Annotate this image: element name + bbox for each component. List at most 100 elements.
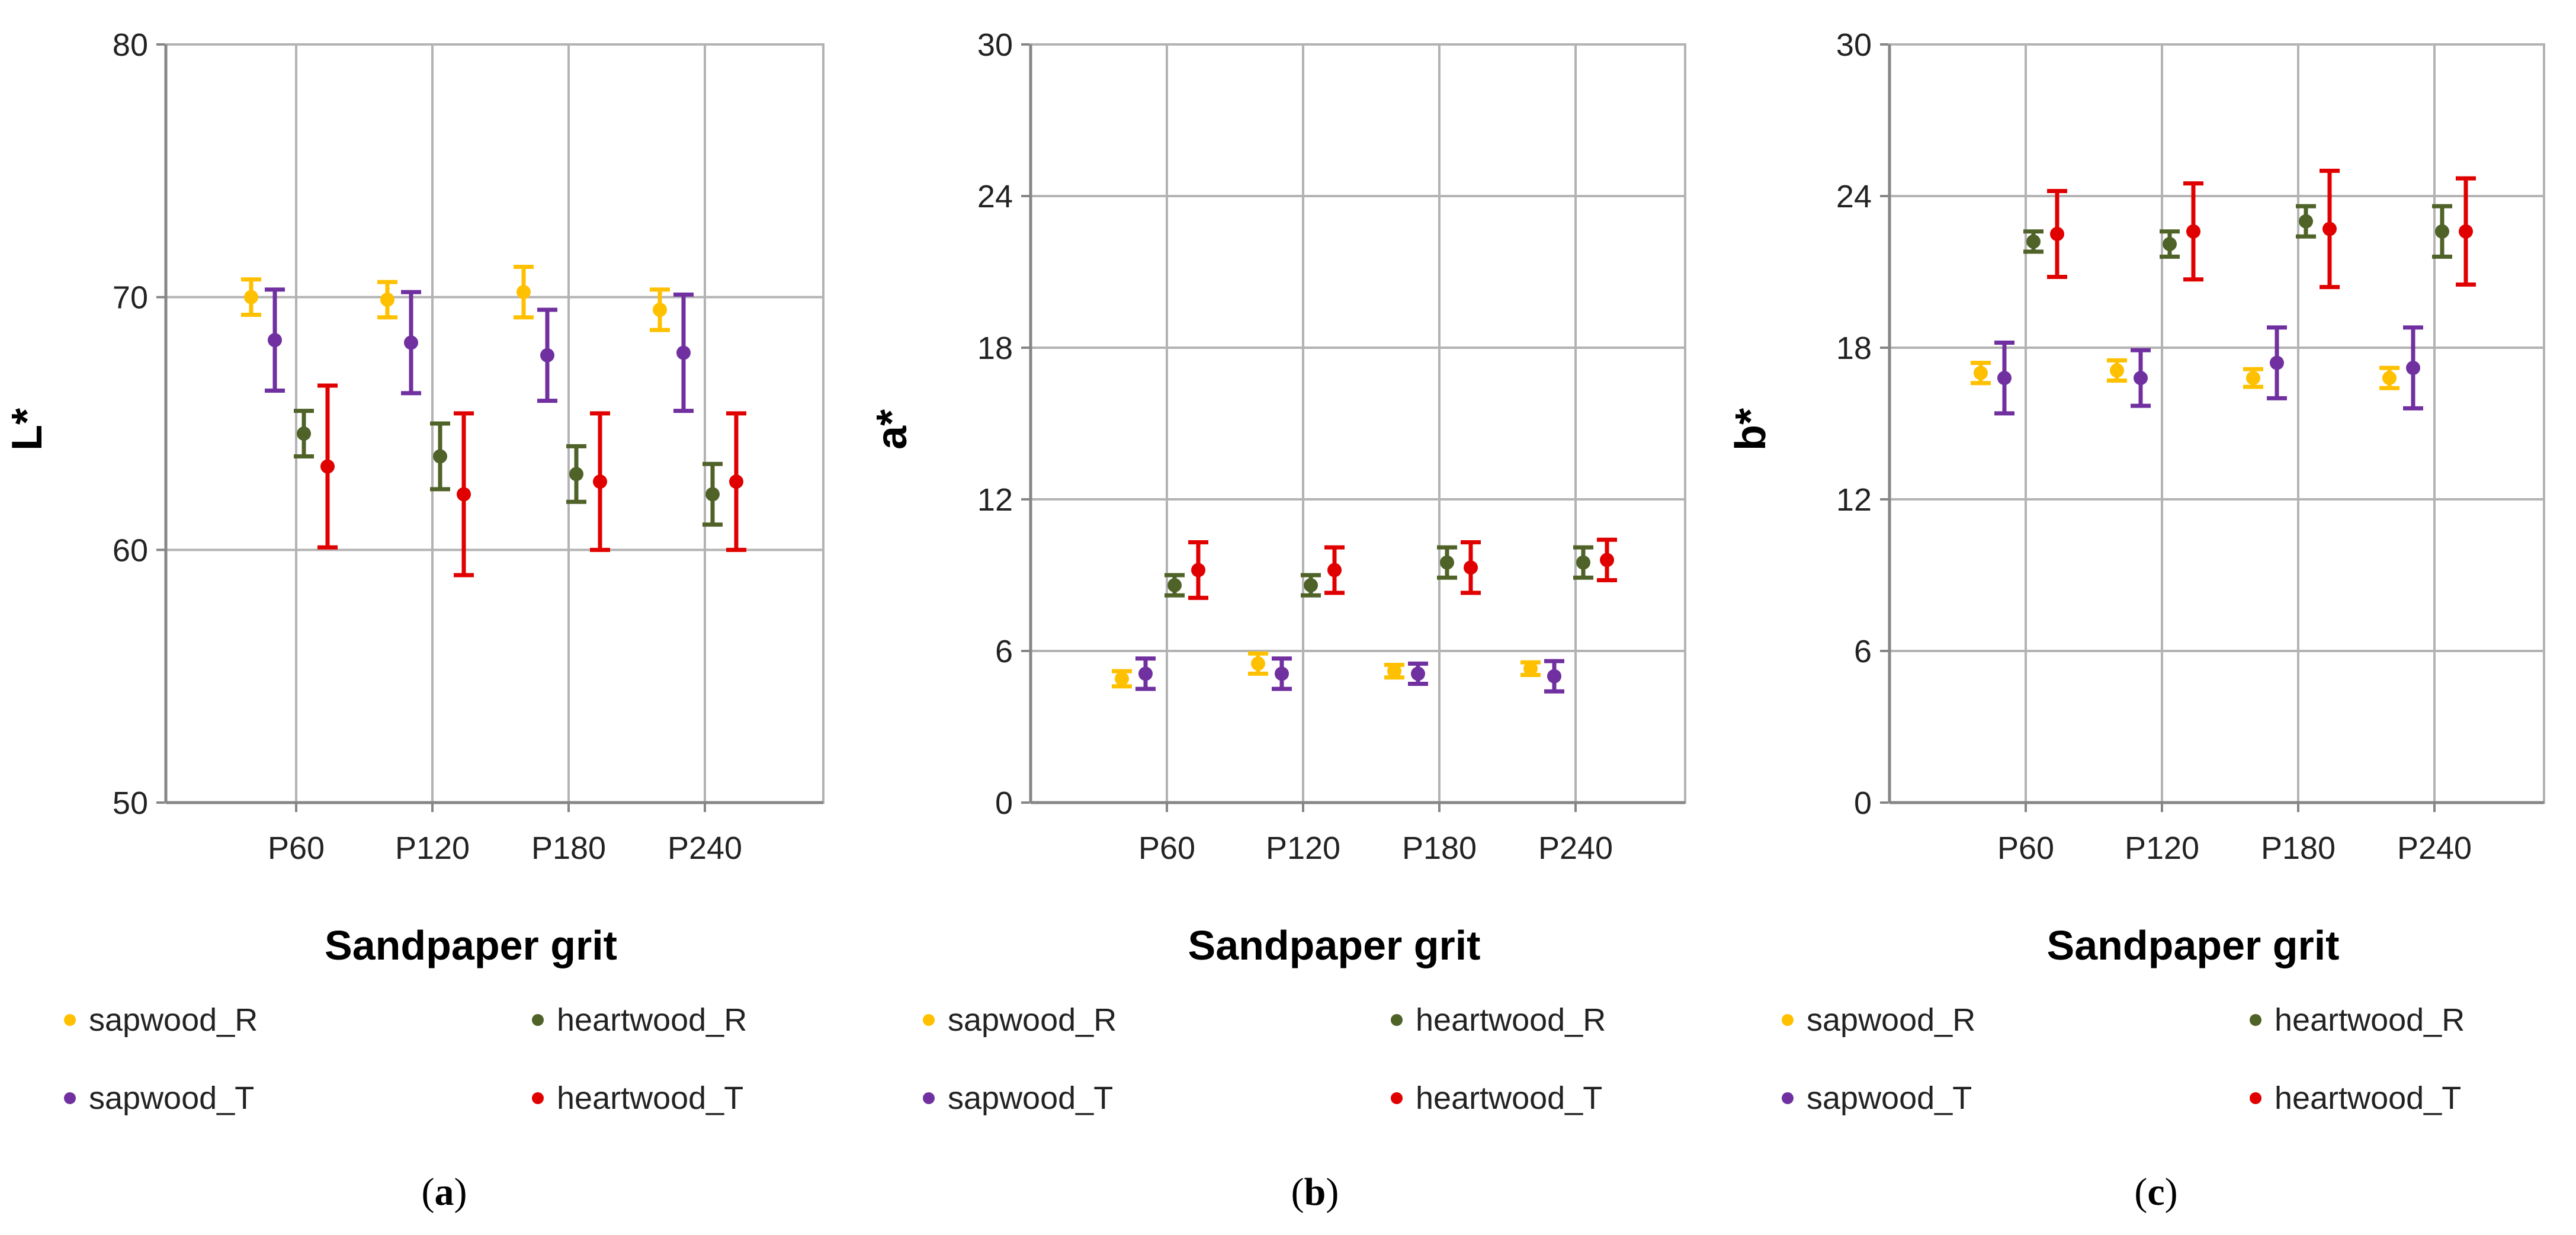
data-point bbox=[653, 303, 667, 317]
legend-label-sapwood_T: sapwood_T bbox=[89, 1080, 254, 1116]
data-point bbox=[1191, 563, 1205, 578]
y-tick-label: 12 bbox=[1836, 482, 1872, 518]
plot-area bbox=[166, 44, 823, 803]
y-tick-label: 80 bbox=[113, 27, 148, 63]
data-point bbox=[1464, 560, 1478, 575]
legend-label-heartwood_T: heartwood_T bbox=[1416, 1080, 1602, 1116]
x-axis-title: Sandpaper grit bbox=[1188, 922, 1481, 968]
panel-caption-c: (c) bbox=[2134, 1170, 2178, 1214]
legend-marker-heartwood_T bbox=[532, 1092, 544, 1104]
legend: sapwood_R heartwood_R sapwood_T heartwood_T bbox=[1782, 1002, 2465, 1116]
x-tick-label: P60 bbox=[1997, 830, 2054, 866]
series-heartwood_T bbox=[2047, 168, 2476, 290]
data-point bbox=[1547, 669, 1561, 684]
y-tick-label: 18 bbox=[977, 331, 1013, 366]
chart-c-svg: 0 6 12 18 24 30 P60 P120 P180 P240 Sandpaper grit b… bbox=[1727, 27, 2545, 1116]
y-tick-label: 6 bbox=[1854, 634, 1872, 669]
y-tick-label: 50 bbox=[113, 785, 148, 821]
plot-area bbox=[1890, 44, 2544, 803]
plot-area bbox=[1031, 44, 1685, 803]
data-point bbox=[2134, 371, 2148, 386]
data-point bbox=[1138, 666, 1153, 681]
data-point bbox=[268, 333, 282, 348]
data-point bbox=[2459, 224, 2473, 239]
legend-marker-sapwood_R bbox=[923, 1014, 935, 1026]
data-point bbox=[1304, 578, 1318, 593]
data-point bbox=[1600, 553, 1614, 567]
y-tick-label: 12 bbox=[977, 482, 1013, 518]
legend-marker-heartwood_R bbox=[1391, 1014, 1403, 1026]
data-point bbox=[2026, 234, 2041, 249]
y-tick-label: 0 bbox=[1854, 785, 1872, 821]
x-tick-label: P60 bbox=[268, 830, 325, 866]
legend-marker-heartwood_R bbox=[532, 1014, 544, 1026]
legend-label-heartwood_T: heartwood_T bbox=[2275, 1080, 2461, 1116]
y-tick-label: 6 bbox=[995, 634, 1013, 669]
legend-label-sapwood_R: sapwood_R bbox=[1807, 1002, 1975, 1038]
data-point bbox=[297, 426, 311, 441]
y-tick-label: 30 bbox=[977, 27, 1013, 63]
x-tick-label: P180 bbox=[1402, 830, 1477, 866]
data-point bbox=[457, 487, 471, 502]
data-point bbox=[244, 290, 258, 304]
data-point bbox=[1440, 555, 1454, 570]
x-tick-label: P120 bbox=[2125, 830, 2199, 866]
chart-a-svg: 50 60 70 80 P60 P120 P180 P240 Sandpaper grit L* s… bbox=[4, 27, 825, 1116]
x-tick-label: P240 bbox=[668, 830, 742, 866]
chart-b-svg: 0 6 12 18 24 30 P60 P120 P180 P240 Sandpaper grit a… bbox=[868, 27, 1686, 1116]
x-tick-label: P180 bbox=[531, 830, 606, 866]
y-tick-label: 30 bbox=[1836, 27, 1872, 63]
legend-label-heartwood_R: heartwood_R bbox=[1416, 1002, 1606, 1038]
legend-marker-heartwood_R bbox=[2250, 1014, 2261, 1026]
data-point bbox=[705, 487, 720, 502]
legend-label-heartwood_R: heartwood_R bbox=[557, 1002, 747, 1038]
data-point bbox=[729, 474, 743, 489]
data-point bbox=[2382, 371, 2397, 386]
x-tick-label: P180 bbox=[2261, 830, 2336, 866]
chart-panel-a: 50 60 70 80 P60 P120 P180 P240 Sandpaper grit L* s… bbox=[0, 0, 859, 1235]
data-point bbox=[2322, 222, 2337, 236]
data-point bbox=[404, 335, 418, 350]
data-point bbox=[2406, 361, 2420, 376]
legend-marker-sapwood_R bbox=[1782, 1014, 1794, 1026]
y-tick-label: 70 bbox=[113, 280, 148, 316]
y-axis-title: a* bbox=[868, 409, 916, 450]
data-point bbox=[433, 449, 447, 464]
legend-label-sapwood_R: sapwood_R bbox=[89, 1002, 258, 1038]
data-point bbox=[1997, 371, 2012, 386]
data-point bbox=[1523, 661, 1538, 676]
series-heartwood_R bbox=[2023, 204, 2452, 259]
series-heartwood_T bbox=[317, 383, 746, 578]
data-point bbox=[2246, 371, 2260, 386]
x-tick-label: P240 bbox=[2397, 830, 2472, 866]
data-point bbox=[676, 345, 691, 360]
data-point bbox=[2110, 363, 2124, 378]
panel-caption-a: (a) bbox=[421, 1170, 467, 1214]
y-axis-title: b* bbox=[1727, 408, 1775, 451]
y-axis-title: L* bbox=[4, 408, 51, 451]
x-tick-label: P120 bbox=[395, 830, 470, 866]
data-point bbox=[2270, 355, 2284, 370]
legend: sapwood_R heartwood_R sapwood_T heartwood_T bbox=[64, 1002, 747, 1116]
x-tick-label: P60 bbox=[1138, 830, 1195, 866]
data-point bbox=[1167, 578, 1182, 593]
chart-panel-b: 0 6 12 18 24 30 P60 P120 P180 P240 Sandpaper grit a… bbox=[859, 0, 1718, 1235]
legend-marker-heartwood_T bbox=[2250, 1092, 2261, 1104]
series-sapwood_R bbox=[1112, 651, 1541, 689]
data-point bbox=[1411, 666, 1425, 681]
legend: sapwood_R heartwood_R sapwood_T heartwood_T bbox=[923, 1002, 1606, 1116]
legend-marker-heartwood_T bbox=[1391, 1092, 1403, 1104]
data-point bbox=[380, 292, 394, 307]
data-point bbox=[1576, 555, 1590, 570]
legend-label-sapwood_R: sapwood_R bbox=[948, 1002, 1117, 1038]
legend-label-sapwood_T: sapwood_T bbox=[948, 1080, 1113, 1116]
data-point bbox=[517, 285, 531, 300]
series-heartwood_R bbox=[1165, 545, 1593, 598]
x-tick-label: P240 bbox=[1538, 830, 1613, 866]
chart-panel-c: 0 6 12 18 24 30 P60 P120 P180 P240 Sandpaper grit b… bbox=[1718, 0, 2576, 1235]
series-sapwood_R bbox=[1971, 358, 2399, 390]
y-tick-label: 24 bbox=[1836, 179, 1872, 214]
data-point bbox=[1387, 664, 1401, 679]
data-point bbox=[1275, 666, 1289, 681]
data-point bbox=[2435, 224, 2449, 239]
